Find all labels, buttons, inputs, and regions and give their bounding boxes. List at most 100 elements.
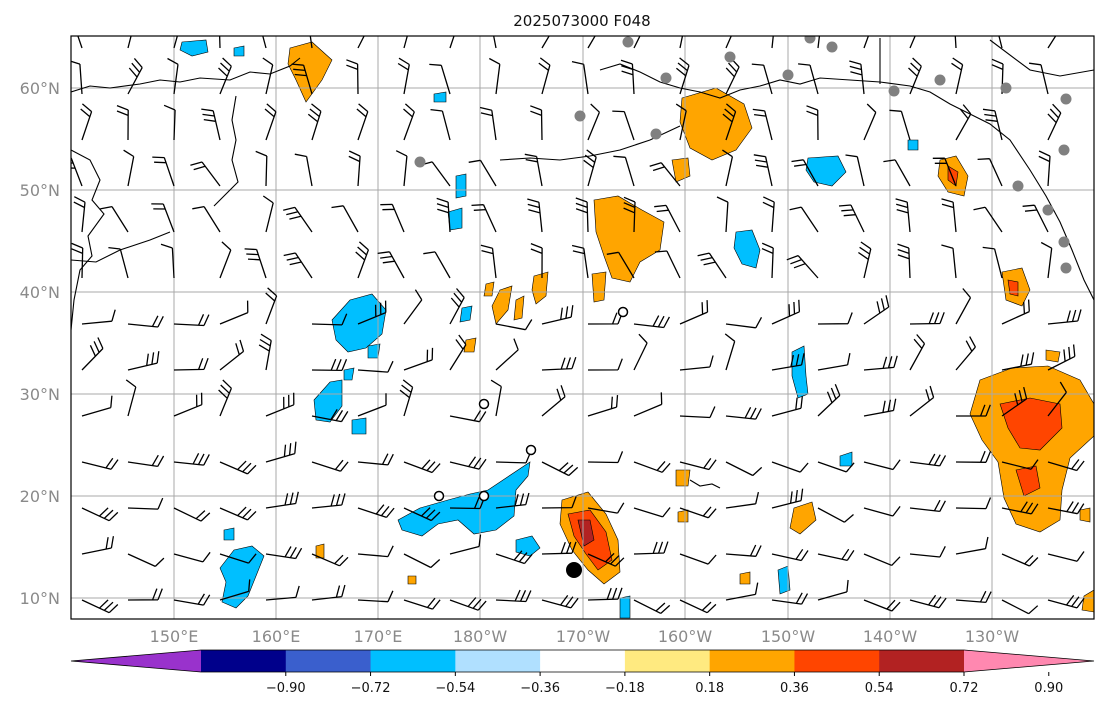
wind-barb <box>679 458 717 471</box>
wind-barb <box>897 243 911 279</box>
wind-barb <box>127 497 164 510</box>
wind-barb <box>762 196 775 233</box>
wind-barb <box>679 406 716 419</box>
wind-barb <box>479 106 497 141</box>
wind-barb <box>357 504 395 519</box>
wind-barb <box>587 552 625 567</box>
wind-barb <box>679 355 714 371</box>
gridlines <box>71 36 1094 619</box>
wind-barb <box>495 319 533 331</box>
wind-barb <box>116 104 129 141</box>
wind-barb <box>1001 459 1039 470</box>
wind-barb <box>613 155 635 187</box>
wind-barb <box>858 241 872 279</box>
wind-barb <box>81 337 104 371</box>
lon-label: 160°E <box>252 627 301 646</box>
wind-barb <box>430 108 451 141</box>
wind-barb <box>955 497 992 510</box>
colorbar-segment <box>879 650 965 672</box>
wind-barb <box>541 461 579 477</box>
wind-barb <box>771 488 804 509</box>
wind-barb <box>73 196 86 233</box>
wind-barb <box>1047 344 1076 371</box>
wind-barb <box>449 597 487 611</box>
wind-barb <box>541 356 577 371</box>
wind-barb <box>436 197 451 233</box>
lat-label: 50°N <box>20 181 60 200</box>
wind-barb <box>265 441 297 463</box>
colorbar-tick-label: −0.18 <box>605 681 645 696</box>
wind-barb <box>127 351 160 371</box>
wind-barb <box>449 410 487 423</box>
wind-barb <box>863 599 901 612</box>
wind-barb <box>883 159 911 187</box>
wind-barb <box>909 546 946 558</box>
wind-barb <box>798 63 819 95</box>
colorbar-extend-high <box>964 650 1094 672</box>
wind-barb <box>201 108 221 141</box>
wind-barb <box>697 252 727 279</box>
wind-barb <box>108 246 129 279</box>
colorbar-tick-label: −0.54 <box>435 681 475 696</box>
colorbar-tick-label: −0.36 <box>520 681 560 696</box>
wind-barb <box>495 550 533 565</box>
wind-barb <box>163 104 176 141</box>
wind-barb <box>620 59 635 95</box>
wind-barb <box>817 36 821 49</box>
lon-label: 160°W <box>658 627 713 646</box>
wind-barb <box>789 206 819 233</box>
wind-barb <box>127 553 165 567</box>
wind-barb <box>348 150 361 187</box>
wind-barb <box>633 36 641 49</box>
wind-barb <box>571 60 589 95</box>
wind-barb <box>1047 551 1085 562</box>
wind-barb <box>357 393 387 417</box>
colorbar-segment <box>794 650 880 672</box>
wind-barb <box>255 150 268 187</box>
wind-barb <box>1047 459 1085 472</box>
wind-barb <box>309 36 313 49</box>
wind-barb <box>909 499 946 513</box>
wind-barb <box>909 36 916 49</box>
wind-barb <box>633 507 671 518</box>
wind-barb <box>675 57 690 95</box>
wind-barb <box>863 103 877 141</box>
wind-barb <box>291 63 313 95</box>
wind-barb <box>265 546 303 560</box>
wind-barb <box>311 553 349 567</box>
wind-barbs <box>71 36 1085 615</box>
wind-barb <box>357 545 394 558</box>
wind-barb <box>490 379 502 417</box>
wind-barb <box>1001 599 1039 615</box>
wind-barb <box>909 385 935 417</box>
wind-barb <box>725 36 732 49</box>
wind-barb <box>173 357 209 371</box>
wind-barb <box>80 103 93 141</box>
wind-barb <box>817 579 849 601</box>
lat-label: 60°N <box>20 79 60 98</box>
colorbar-segment <box>540 650 626 672</box>
wind-barb <box>123 149 135 187</box>
wind-barb <box>583 149 597 187</box>
wind-barb <box>863 459 901 471</box>
wind-barb <box>623 196 636 233</box>
wind-barb <box>355 241 370 279</box>
wind-barb <box>423 251 451 279</box>
wind-barb <box>100 205 129 233</box>
wind-barb <box>71 242 84 279</box>
wind-barb <box>541 385 566 417</box>
wind-barb <box>612 110 635 141</box>
wind-barb <box>771 592 809 605</box>
wind-barb <box>152 156 175 187</box>
wind-barb <box>167 57 179 95</box>
colorbar-tick-label: 0.72 <box>950 681 979 696</box>
map-panel <box>70 35 1095 620</box>
wind-barb <box>761 242 774 279</box>
wind-barb <box>81 599 119 614</box>
wind-barb <box>725 582 759 601</box>
lon-label: 150°W <box>761 627 816 646</box>
wind-barb <box>219 460 257 475</box>
wind-barb <box>849 60 865 95</box>
station-markers <box>414 36 1072 578</box>
wind-barb <box>127 454 165 468</box>
